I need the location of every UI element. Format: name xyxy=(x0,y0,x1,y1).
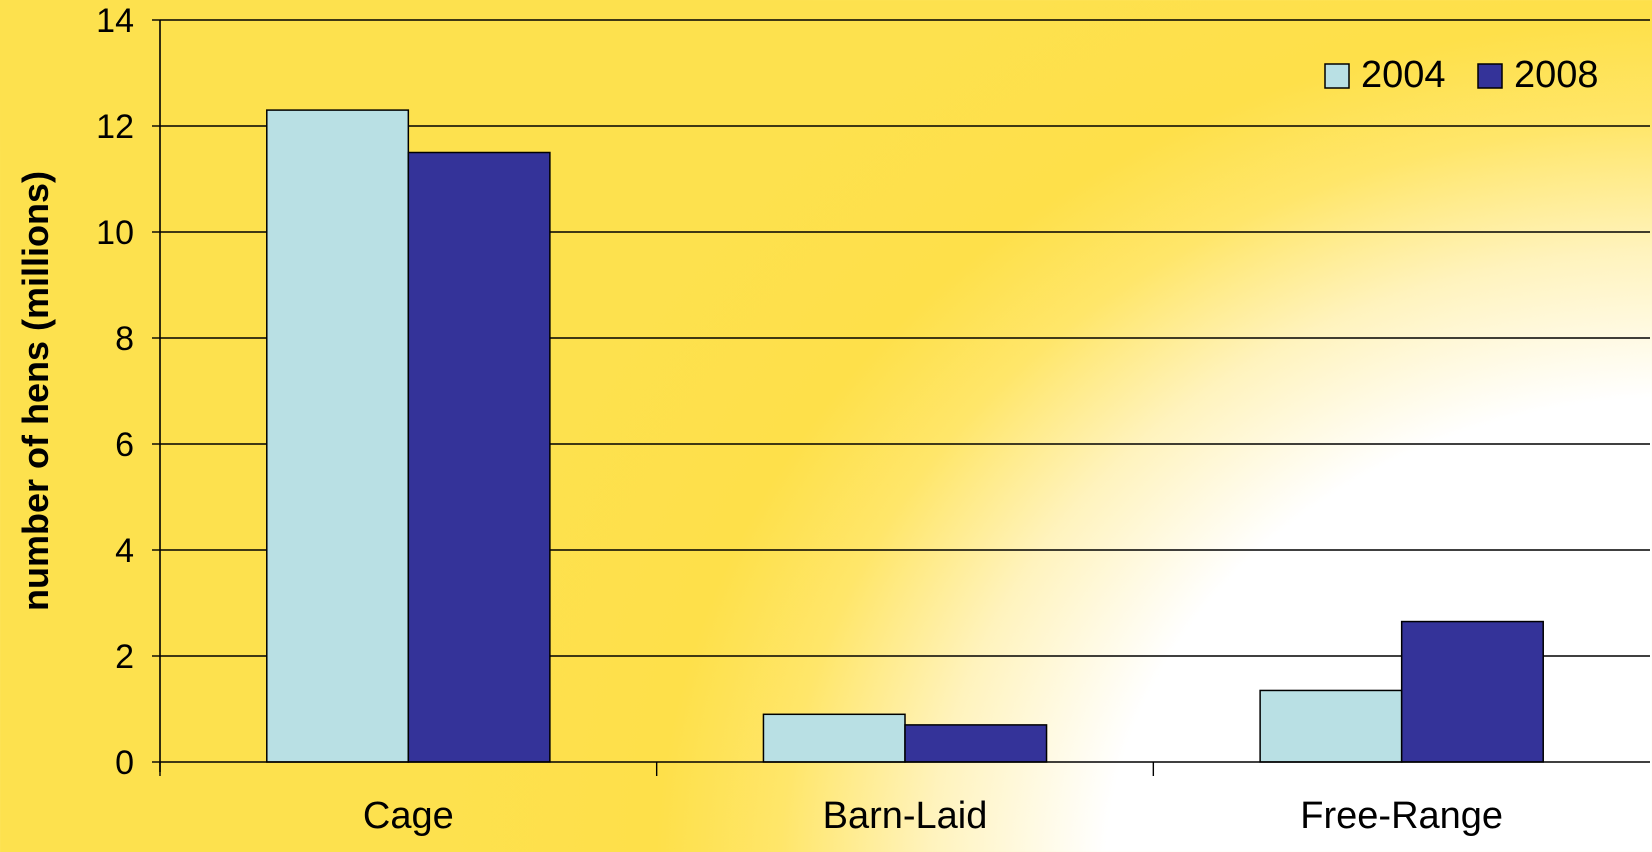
x-tick-label: Cage xyxy=(363,795,454,837)
bar-2004-free-range xyxy=(1259,689,1403,763)
x-tick-label: Free-Range xyxy=(1300,795,1503,837)
y-tick-label: 8 xyxy=(115,320,134,358)
legend-label-2008: 2008 xyxy=(1514,54,1599,96)
y-tick-label: 12 xyxy=(96,108,134,146)
bar-2004-barn-laid xyxy=(762,713,906,763)
bar-2004-cage xyxy=(266,109,410,763)
y-tick-label: 4 xyxy=(115,532,134,570)
y-tick-label: 14 xyxy=(96,2,134,40)
y-tick-label: 0 xyxy=(115,744,134,782)
axes xyxy=(152,19,1650,776)
legend-swatch-2004 xyxy=(1324,63,1350,89)
y-tick-label: 10 xyxy=(96,214,134,252)
y-tick-label: 6 xyxy=(115,426,134,464)
y-tick-label: 2 xyxy=(115,638,134,676)
bars xyxy=(266,109,1544,763)
y-axis-label: number of hens (millions) xyxy=(15,171,56,611)
bar-2008-cage xyxy=(407,151,551,763)
legend: 2004 2008 xyxy=(1324,54,1599,96)
legend-swatch-2008 xyxy=(1477,63,1503,89)
bar-2008-free-range xyxy=(1400,620,1544,763)
x-tick-labels: Cage Barn-Laid Free-Range xyxy=(363,795,1503,837)
x-tick-label: Barn-Laid xyxy=(823,795,988,837)
legend-label-2004: 2004 xyxy=(1361,54,1446,96)
y-tick-labels: 0 2 4 6 8 10 12 14 xyxy=(96,2,134,782)
bar-2008-barn-laid xyxy=(904,724,1048,763)
